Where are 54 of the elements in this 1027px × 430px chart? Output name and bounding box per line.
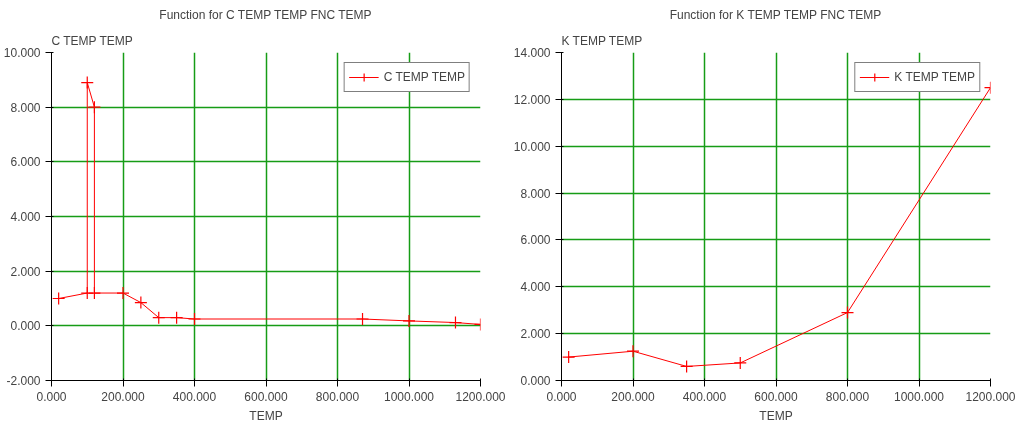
chart-title: Function for C TEMP TEMP FNC TEMP [159,7,372,22]
y-tick-label: 2.000 [10,264,41,279]
point [80,75,94,90]
legend-label: C TEMP TEMP [383,70,465,84]
point [562,350,576,364]
point [87,100,101,114]
y-axis-title: C TEMP TEMP [51,33,133,48]
point [52,291,66,306]
x-tick-label: 0.000 [36,389,67,404]
point [170,311,184,325]
y-axis-title: K TEMP TEMP [561,33,643,48]
point [626,344,640,358]
x-axis-title: TEMP [249,408,283,423]
point [87,286,101,300]
point [733,356,747,370]
x-tick-label: 0.000 [546,389,577,404]
point [187,312,202,326]
x-tick-label: 800.000 [315,389,360,404]
y-tick-label: 6.000 [520,233,551,248]
point [448,315,463,330]
x-tick-label: 1000.000 [893,389,945,404]
legend-label: K TEMP TEMP [894,70,975,84]
y-tick-label: 14.000 [513,46,551,60]
x-tick-label: 200.000 [611,389,656,404]
y-tick-label: 10.000 [3,46,41,60]
point [134,296,148,310]
x-tick-label: 400.000 [172,389,217,404]
x-tick-label: 200.000 [101,389,146,404]
y-tick-label: 2.000 [520,327,551,342]
chart-title: Function for K TEMP TEMP FNC TEMP [669,7,882,22]
point [355,312,370,326]
y-tick-label: 4.000 [10,210,41,224]
point [680,359,694,374]
x-tick-label: 600.000 [244,389,289,404]
point [840,305,855,320]
point [116,286,130,300]
y-tick-label: 0.000 [10,319,41,334]
y-tick-label: -2.000 [6,374,41,388]
x-tick-label: 400.000 [682,389,727,404]
x-tick-label: 600.000 [754,389,799,404]
x-tick-label: 1200.000 [965,389,1016,404]
y-tick-label: 0.000 [520,374,551,388]
point [402,314,416,328]
y-tick-label: 8.000 [10,100,41,115]
y-tick-label: 10.000 [513,139,551,154]
y-tick-label: 4.000 [520,280,551,295]
y-tick-label: 6.000 [10,155,41,170]
y-tick-label: 12.000 [513,92,551,107]
y-tick-label: 8.000 [520,186,551,201]
x-axis-title: TEMP [759,408,793,423]
x-tick-label: 1000.000 [383,389,435,404]
point [152,311,166,325]
x-tick-label: 800.000 [825,389,870,404]
x-tick-label: 1200.000 [455,389,506,404]
